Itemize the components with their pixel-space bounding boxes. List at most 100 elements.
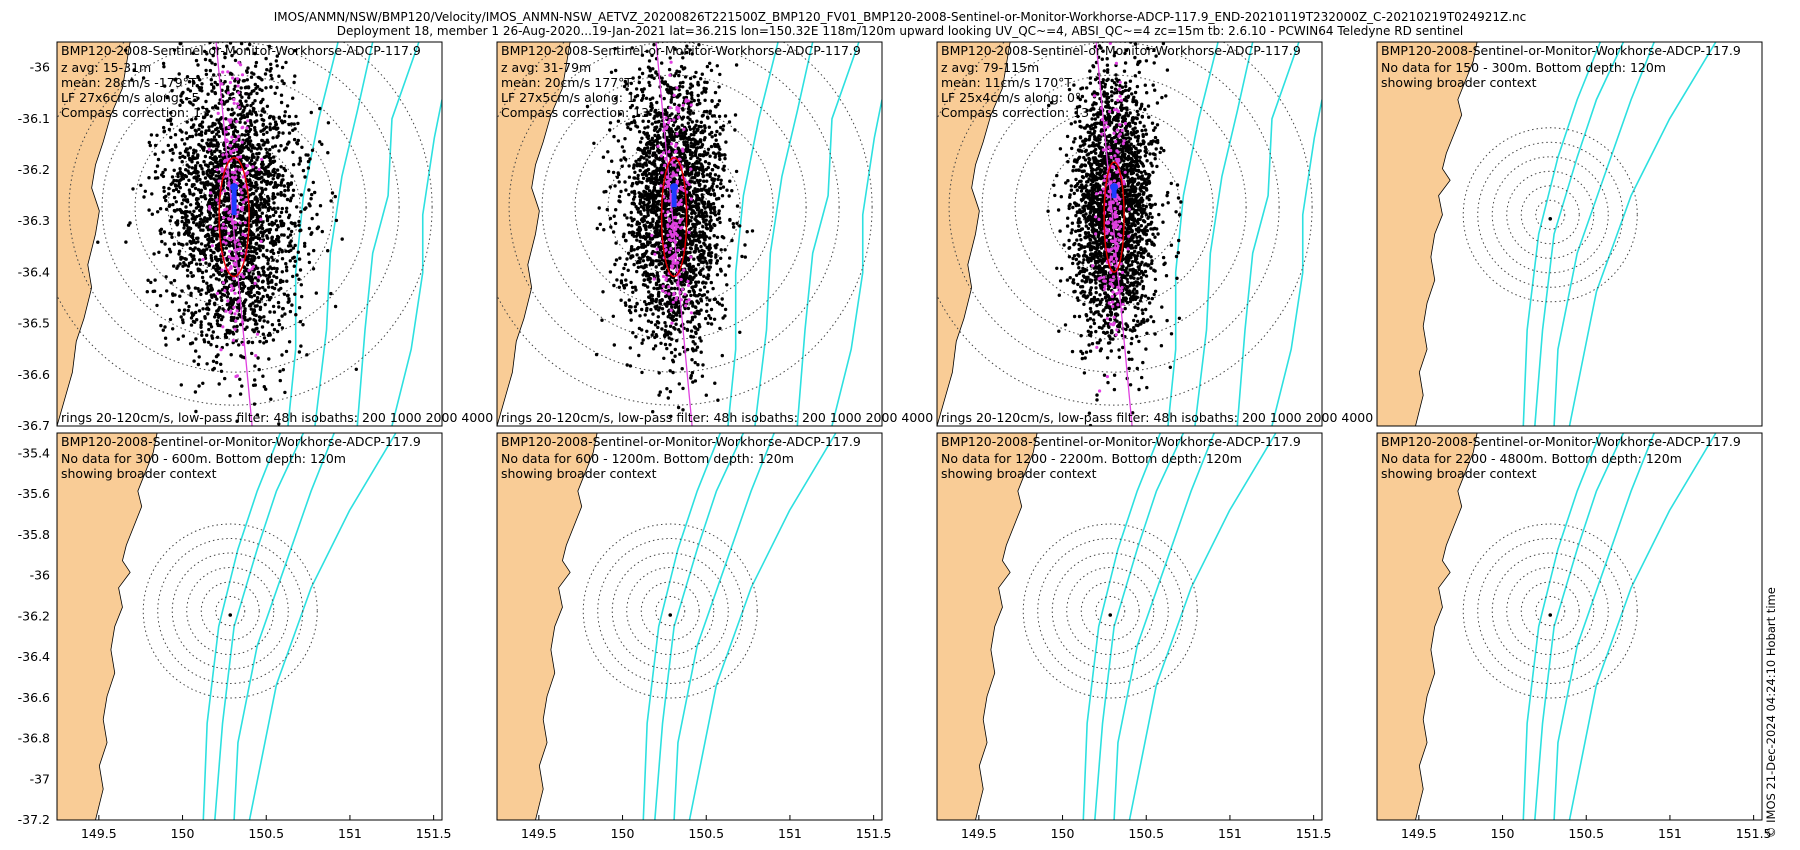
scatter-point [627,298,631,302]
scatter-point [215,335,220,339]
scatter-point [659,115,664,119]
scatter-point [248,34,251,37]
scatter-point [712,205,717,210]
scatter-point [200,125,205,129]
scatter-point [305,353,309,357]
scatter-point [225,44,229,48]
scatter-point [272,173,276,178]
scatter-point [649,307,653,312]
scatter-point [236,144,240,148]
scatter-point [219,317,224,322]
lowpass-point [217,179,221,183]
scatter-point [632,202,637,206]
scatter-point [256,356,260,360]
scatter-point [267,280,272,285]
scatter-point [199,217,203,221]
scatter-point [662,356,666,360]
scatter-point [160,173,164,177]
scatter-point [656,241,661,245]
scatter-point [201,105,205,110]
scatter-point [638,201,642,206]
scatter-point [622,149,626,153]
scatter-point [640,341,644,345]
lowpass-point [221,240,225,244]
scatter-point [688,320,693,324]
scatter-point [642,24,645,27]
lowpass-point [235,248,240,252]
scatter-point [690,371,695,375]
lowpass-point [227,217,231,221]
scatter-point [291,96,295,100]
scatter-point [681,223,685,227]
scatter-point [689,280,693,285]
scatter-point [250,284,254,289]
scatter-point [229,353,233,357]
scatter-point [201,18,204,21]
scatter-point [613,184,617,188]
scatter-point [196,188,201,192]
scatter-point [638,168,642,173]
scatter-point [276,173,280,177]
scatter-point [176,172,180,176]
scatter-point [248,304,252,308]
scatter-point [705,227,710,231]
lowpass-point [229,284,233,288]
scatter-point [253,82,257,87]
scatter-point [180,289,184,293]
scatter-point [173,143,178,147]
scatter-point [253,235,258,239]
scatter-point [210,130,214,135]
scatter-point [199,292,203,297]
scatter-point [627,164,631,168]
scatter-point [183,221,187,226]
scatter-point [656,202,660,206]
scatter-point [298,320,303,324]
scatter-point [686,258,691,262]
lowpass-point [230,217,234,221]
scatter-point [205,32,208,35]
scatter-point [257,143,261,147]
scatter-point [170,175,175,179]
scatter-point [228,42,233,45]
scatter-point [625,363,629,367]
scatter-point [303,241,307,246]
scatter-point [275,275,279,280]
scatter-point [251,152,255,156]
scatter-point [638,314,642,318]
scatter-point [650,244,654,248]
scatter-point [268,114,272,119]
scatter-point [147,176,151,180]
scatter-point [207,322,211,326]
scatter-point [637,130,642,134]
scatter-point [209,114,213,119]
scatter-point [263,302,267,307]
scatter-point [648,208,653,212]
scatter-point [225,290,229,294]
scatter-point [668,324,673,328]
scatter-point [248,42,252,47]
scatter-point [182,312,186,316]
scatter-point [274,228,279,232]
scatter-point [178,170,182,174]
scatter-point [263,288,267,292]
scatter-point [624,157,628,162]
scatter-point [693,360,697,365]
scatter-point [677,88,681,92]
scatter-point [290,303,294,307]
scatter-point [182,261,186,265]
scatter-point [712,114,716,118]
lowpass-point [221,70,225,74]
scatter-point [215,360,219,365]
scatter-point [708,215,713,219]
scatter-point [226,107,230,112]
scatter-point [288,199,293,203]
scatter-point [693,225,697,230]
scatter-point [244,129,248,133]
scatter-point [186,233,191,237]
scatter-point [156,210,160,214]
scatter-point [699,77,703,81]
scatter-point [238,377,242,381]
scatter-point [219,362,223,366]
scatter-point [678,314,682,318]
scatter-point [697,43,701,47]
